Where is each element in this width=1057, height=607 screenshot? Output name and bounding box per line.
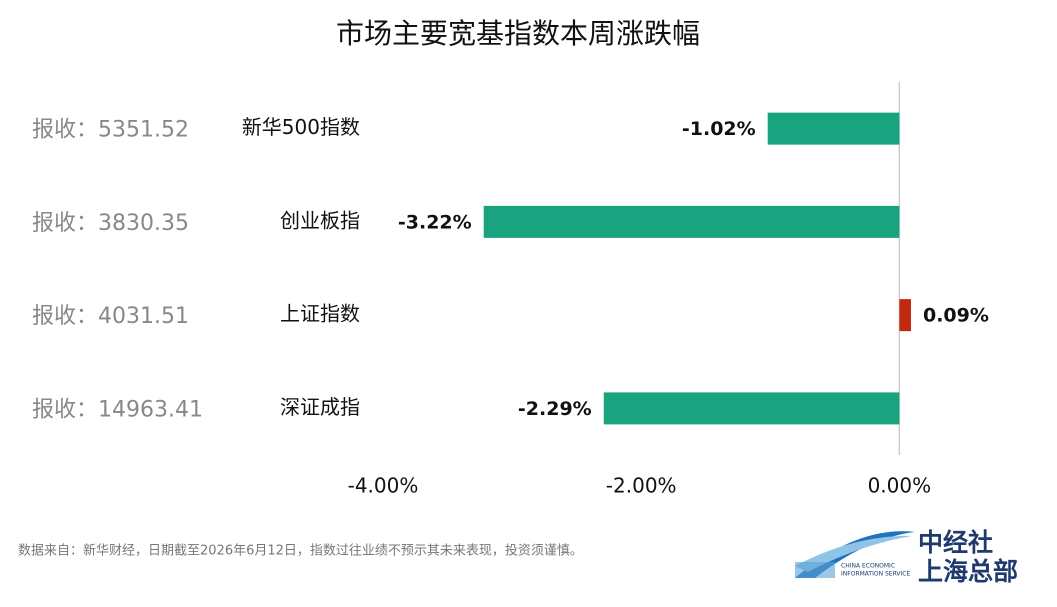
value-label: -1.02%: [682, 118, 756, 140]
closing-label: 报收：3830.35: [32, 211, 189, 236]
category-label: 新华500指数: [242, 115, 360, 139]
logo: CHINA ECONOMIC INFORMATION SERVICE 中经社 上…: [795, 528, 1018, 586]
chart-title: 市场主要宽基指数本周涨跌幅: [336, 17, 700, 50]
category-label: 深证成指: [280, 395, 360, 419]
value-label: 0.09%: [923, 305, 989, 327]
closing-label: 报收：14963.41: [32, 397, 203, 422]
category-label: 上证指数: [280, 302, 360, 326]
logo-english: INFORMATION SERVICE: [841, 571, 910, 578]
value-label: -3.22%: [398, 211, 472, 233]
bar: [483, 205, 900, 238]
bar: [603, 392, 900, 425]
value-label: -2.29%: [518, 398, 592, 420]
note: 数据来自：新华财经，日期截至2026年6月12日，指数过往业绩不预示其未来表现，…: [18, 543, 583, 559]
bar: [767, 112, 900, 145]
closing-label: 报收：4031.51: [32, 304, 189, 329]
closing-label: 报收：5351.52: [32, 118, 189, 143]
logo-name: 中经社: [918, 528, 993, 557]
logo-block: [795, 562, 835, 578]
x-tick-label: -4.00%: [348, 474, 419, 498]
category-label: 创业板指: [280, 208, 360, 232]
x-tick-label: 0.00%: [868, 474, 932, 498]
x-tick-label: -2.00%: [606, 474, 677, 498]
logo-english: CHINA ECONOMIC: [841, 563, 895, 570]
bar: [899, 299, 911, 332]
logo-branch: 上海总部: [918, 557, 1018, 586]
